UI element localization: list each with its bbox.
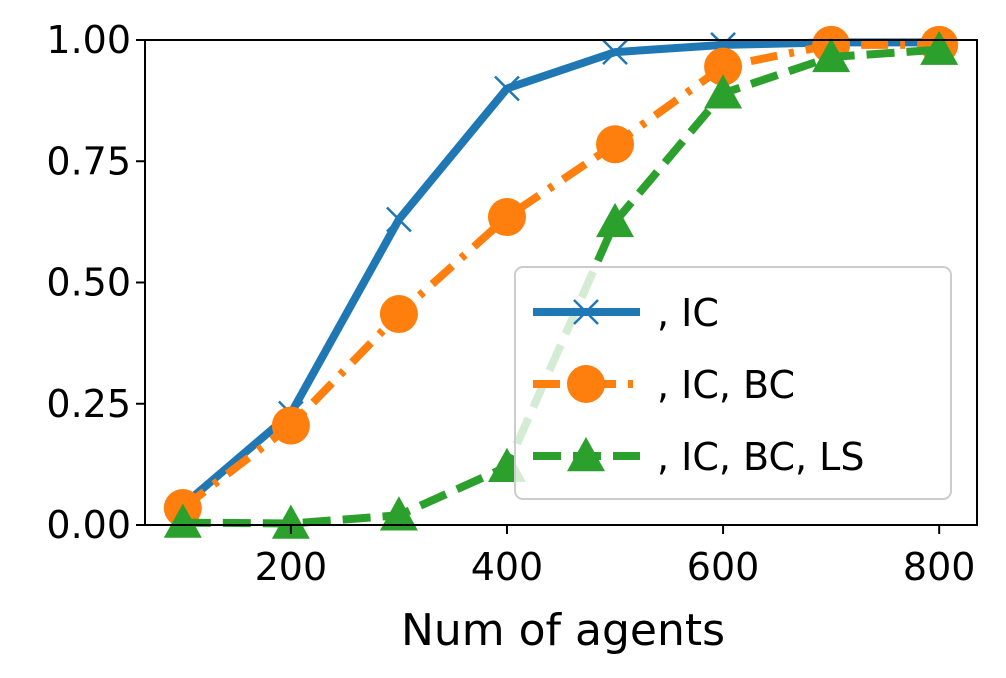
data-point (920, 30, 959, 65)
x-tick-label: 400 (471, 545, 544, 589)
data-point (704, 74, 743, 109)
y-tick-label: 1.00 (46, 18, 131, 62)
data-point (271, 504, 310, 539)
data-point (271, 406, 310, 445)
legend-marker (567, 437, 605, 472)
data-point (812, 37, 851, 73)
legend-label: , IC (657, 291, 719, 335)
legend-label: , IC, BC, LS (657, 435, 864, 479)
legend-label: , IC, BC (657, 363, 795, 407)
data-point (596, 202, 635, 238)
data-point (487, 198, 526, 237)
y-tick-label: 0.75 (46, 139, 131, 183)
marker-x-stroke-b (602, 39, 628, 66)
legend-marker (567, 365, 605, 403)
x-tick-label: 600 (687, 545, 760, 589)
legend-entry: , IC, BC, LS (533, 435, 864, 479)
data-point (386, 206, 412, 233)
x-axis-label: Num of agents (401, 605, 725, 656)
y-tick-label: 0.25 (46, 382, 131, 426)
data-point (163, 503, 202, 538)
series-line (182, 45, 940, 528)
data-point (494, 75, 520, 102)
data-point (379, 295, 418, 334)
legend-entry: , IC, BC (533, 363, 795, 407)
data-point (704, 47, 743, 86)
legend-marker (573, 299, 599, 325)
marker-x-stroke-b (386, 206, 412, 233)
legend: , IC , IC, BC , IC, BC, LS (514, 266, 952, 500)
series-3 (163, 30, 959, 539)
data-point (602, 39, 628, 66)
data-point (379, 496, 418, 531)
y-tick-label: 0.00 (46, 503, 131, 547)
legend-box (514, 266, 952, 500)
axes-layer: 0.00 0.25 0.50 0.75 1.00 200 400 600 800 (46, 18, 978, 589)
x-tick-label: 200 (255, 545, 328, 589)
series-layer (163, 25, 959, 539)
x-tick-label: 800 (903, 545, 976, 589)
marker-x-stroke-b (494, 75, 520, 102)
data-point (596, 125, 635, 164)
y-tick-label: 0.50 (46, 261, 131, 305)
marker-x-stroke-b (573, 299, 599, 325)
legend-entry: , IC (533, 291, 719, 335)
